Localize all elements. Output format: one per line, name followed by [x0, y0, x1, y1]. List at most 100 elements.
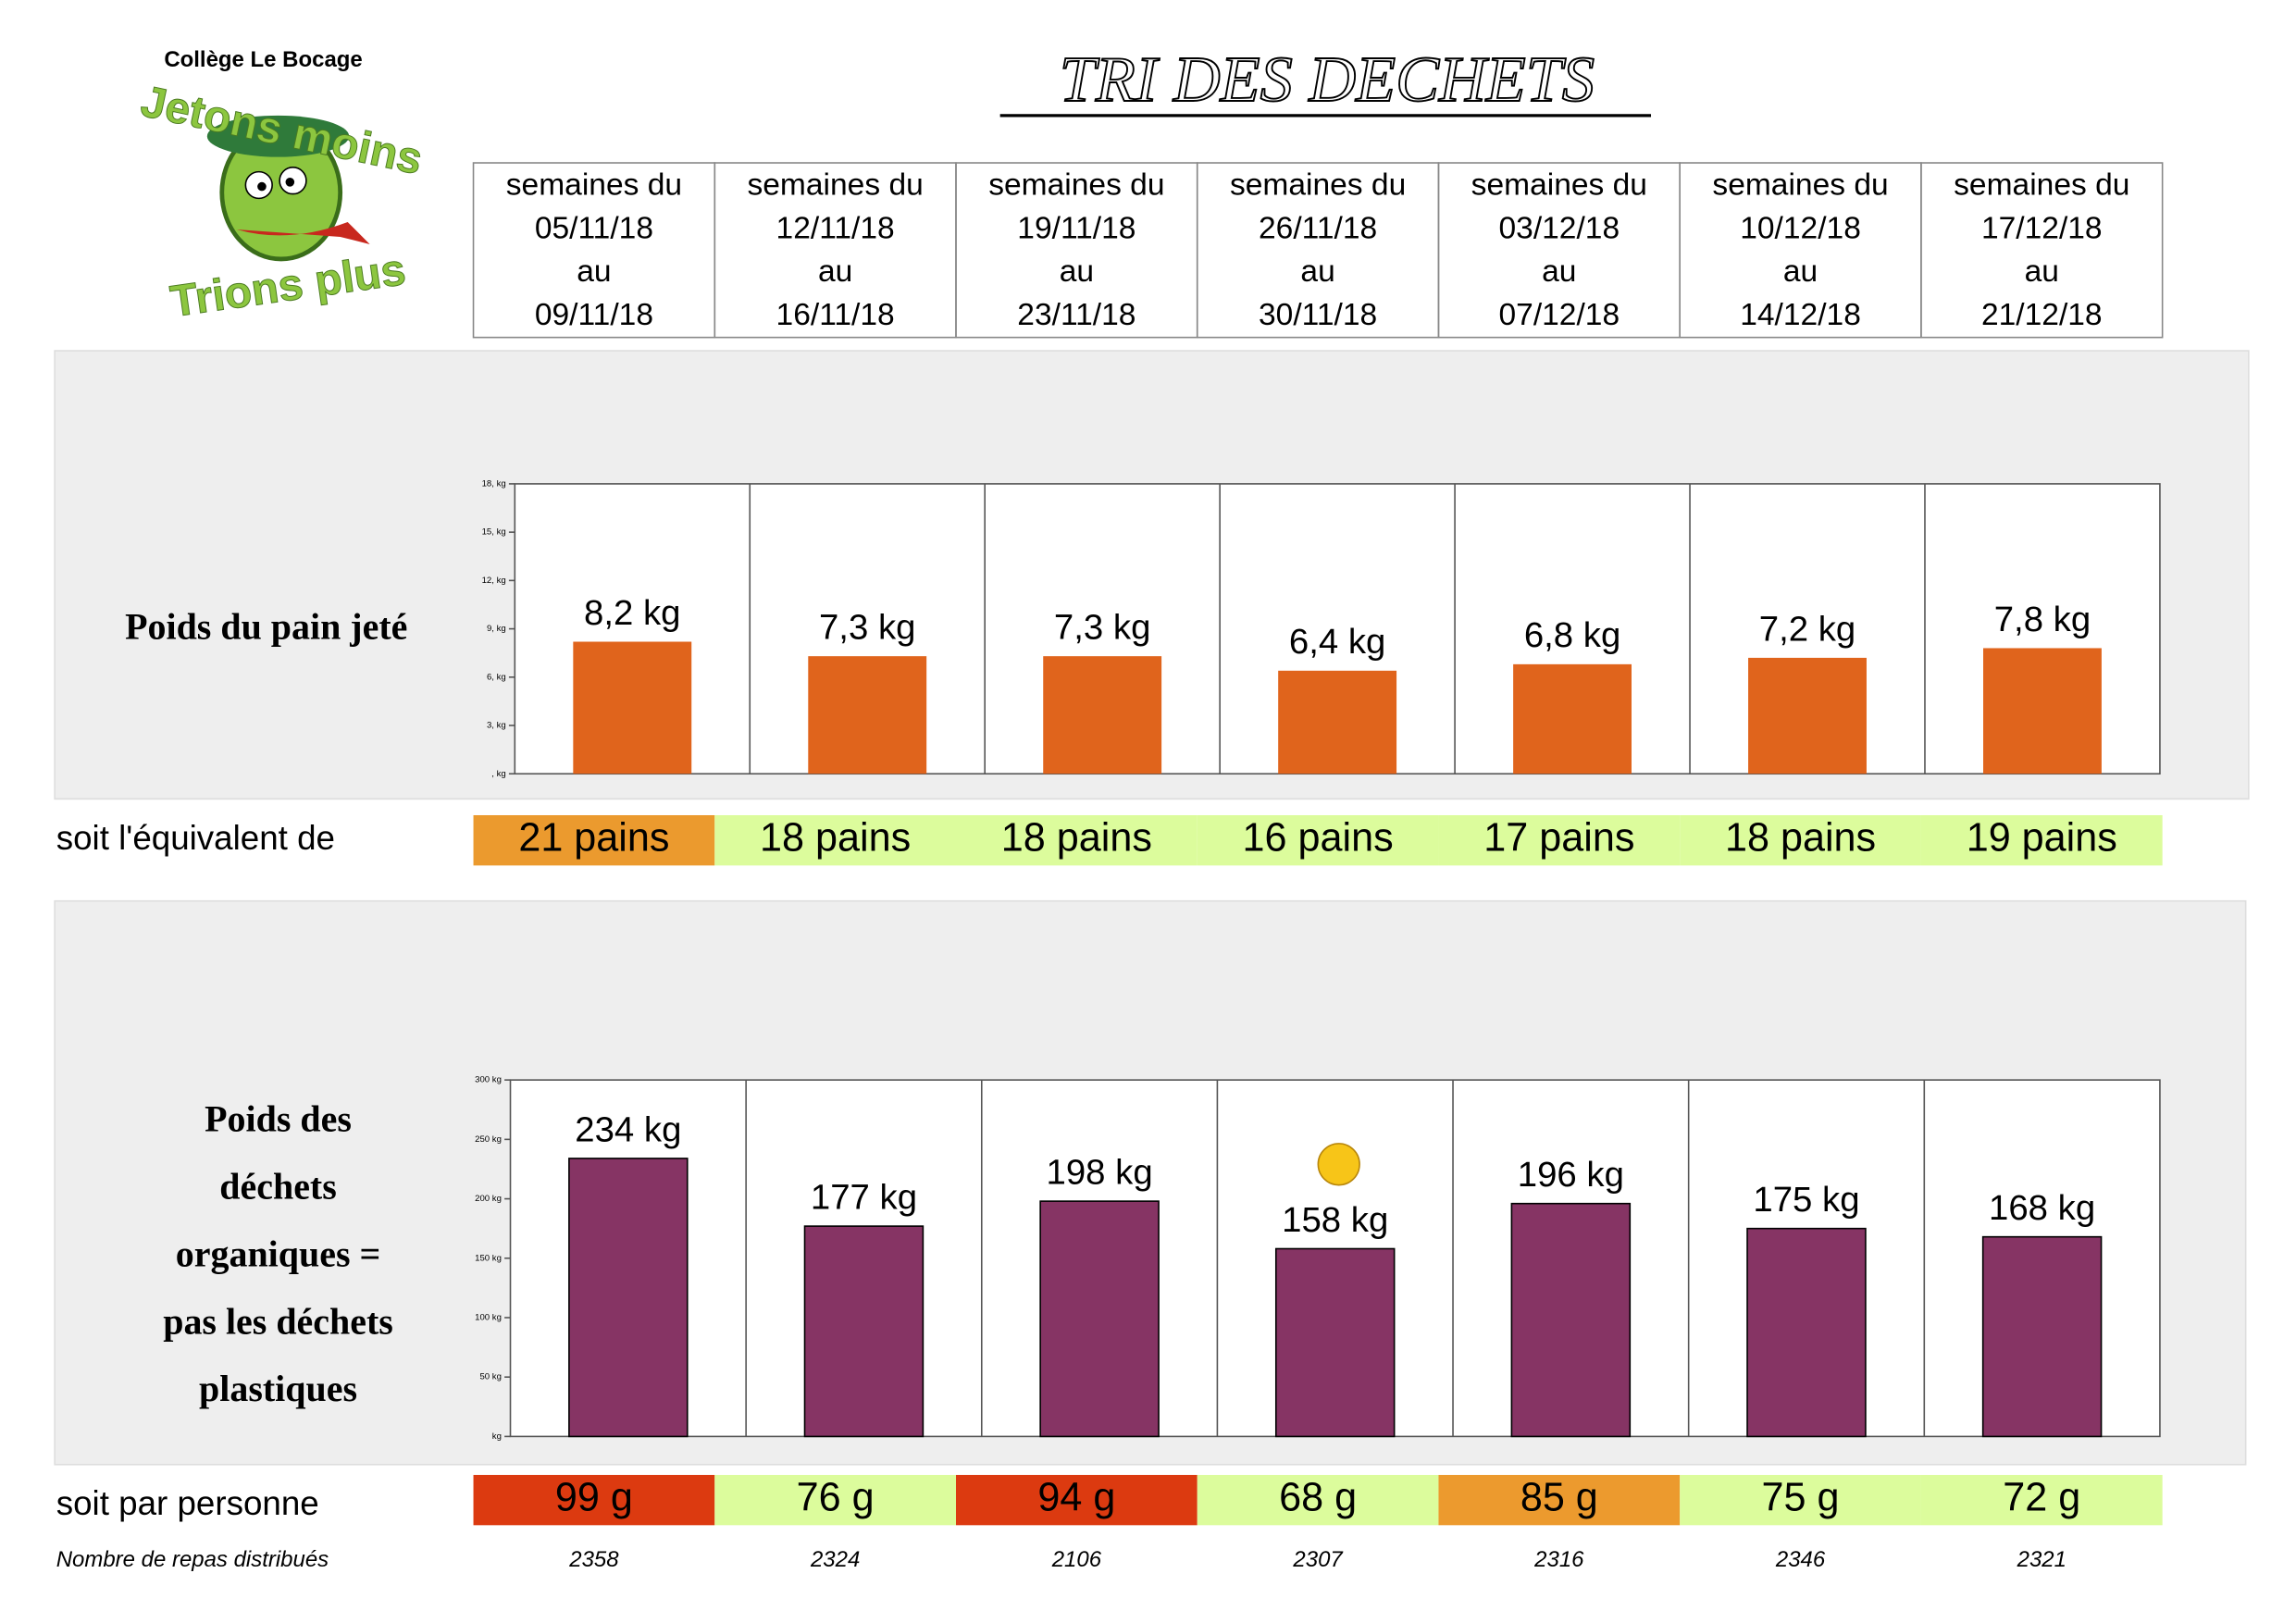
y-tick-label: 3, kg — [487, 721, 506, 731]
row-value: 17 pains — [1483, 816, 1634, 861]
row-value: 85 g — [1520, 1476, 1598, 1520]
bar — [573, 641, 692, 774]
value-label: 7,8 kg — [1994, 600, 2091, 639]
smiley — [1317, 1143, 1360, 1186]
y-tick-label: 12, kg — [482, 576, 506, 586]
bar — [1746, 1227, 1867, 1438]
week-text: semaines du — [1471, 167, 1647, 202]
week-text: 07/12/18 — [1498, 298, 1620, 332]
chart-label: plastiques — [199, 1368, 357, 1409]
bar — [568, 1158, 689, 1438]
row-cell — [1438, 1474, 1681, 1526]
logo: Jetons moins Trions plus — [136, 77, 427, 328]
week-text: 26/11/18 — [1259, 211, 1377, 245]
week-text: semaines du — [747, 167, 923, 202]
row-value: 68 g — [1279, 1476, 1357, 1520]
bar — [1039, 1200, 1160, 1438]
week-text: 10/12/18 — [1740, 211, 1861, 245]
meals-value: 2358 — [568, 1547, 619, 1572]
row-cell — [714, 1474, 957, 1526]
row-value: 99 g — [555, 1476, 633, 1520]
row-value: 18 pains — [760, 816, 911, 861]
row-label: soit par personne — [56, 1484, 319, 1522]
y-tick-label: 50 kg — [479, 1372, 501, 1382]
chart-label: déchets — [219, 1166, 337, 1208]
bar — [1983, 648, 2102, 774]
week-text: semaines du — [1230, 167, 1406, 202]
bar — [1278, 670, 1397, 774]
value-label: 177 kg — [811, 1177, 917, 1217]
week-text: au — [2025, 254, 2059, 289]
bar — [808, 656, 927, 774]
week-text: semaines du — [988, 167, 1164, 202]
week-text: au — [1300, 254, 1334, 289]
bar — [1748, 657, 1867, 774]
row-cell — [1920, 814, 2163, 866]
week-text: semaines du — [1712, 167, 1888, 202]
meals-value: 2346 — [1775, 1547, 1826, 1572]
row-value: 75 g — [1762, 1476, 1840, 1520]
value-label: 168 kg — [1989, 1188, 2095, 1228]
value-label: 6,4 kg — [1289, 622, 1386, 662]
row-cell — [1680, 1474, 1921, 1526]
row-value: 16 pains — [1243, 816, 1394, 861]
week-text: au — [1783, 254, 1818, 289]
row-value: 94 g — [1037, 1476, 1115, 1520]
row-value: 76 g — [797, 1476, 875, 1520]
chart-label: Poids du pain jeté — [125, 605, 407, 647]
row-value: 72 g — [2003, 1476, 2080, 1520]
meals-value: 2106 — [1051, 1547, 1102, 1572]
row-cell — [1680, 814, 1921, 866]
y-tick-label: 100 kg — [475, 1313, 502, 1323]
week-text: 17/12/18 — [1981, 211, 2103, 245]
week-text: semaines du — [1954, 167, 2129, 202]
row-cell — [714, 814, 957, 866]
week-text: 14/12/18 — [1740, 298, 1861, 332]
meals-value: 2321 — [2017, 1547, 2066, 1572]
row-value: 18 pains — [1725, 816, 1876, 861]
week-text: 16/11/18 — [776, 298, 895, 332]
value-label: 8,2 kg — [584, 593, 681, 633]
table-cell — [1920, 162, 2164, 339]
value-label: 7,2 kg — [1759, 609, 1855, 649]
value-label: 198 kg — [1047, 1152, 1153, 1192]
row-label: soit l'équivalent de — [56, 819, 335, 857]
row-cell — [956, 1474, 1198, 1526]
week-text: 03/12/18 — [1498, 211, 1620, 245]
row-cell — [473, 814, 715, 866]
bar — [1513, 663, 1632, 774]
week-text: 30/11/18 — [1259, 298, 1377, 332]
meals-label: Nombre de repas distribués — [56, 1547, 329, 1572]
week-text: au — [1542, 254, 1576, 289]
week-text: au — [1060, 254, 1094, 289]
row-value: 21 pains — [518, 816, 669, 861]
value-label: 196 kg — [1518, 1155, 1624, 1195]
value-label: 234 kg — [575, 1109, 681, 1149]
value-label: 158 kg — [1282, 1200, 1388, 1240]
y-tick-label: 18, kg — [482, 478, 506, 489]
meals-value: 2316 — [1533, 1547, 1584, 1572]
y-tick-label: 250 kg — [475, 1134, 502, 1145]
bar — [1274, 1247, 1396, 1438]
week-text: 23/11/18 — [1017, 298, 1136, 332]
title: TRI DES DECHETS — [1060, 43, 1595, 116]
row-cell — [1920, 1474, 2163, 1526]
week-text: 19/11/18 — [1017, 211, 1136, 245]
y-tick-label: 150 kg — [475, 1253, 502, 1263]
value-label: 6,8 kg — [1524, 615, 1620, 655]
y-tick-label: 6, kg — [487, 672, 506, 682]
chart-label: organiques = — [176, 1233, 380, 1274]
week-text: au — [818, 254, 852, 289]
row-cell — [1197, 1474, 1439, 1526]
value-label: 7,3 kg — [819, 608, 916, 648]
week-text: 09/11/18 — [535, 298, 653, 332]
meals-value: 2307 — [1292, 1547, 1344, 1572]
bar — [803, 1225, 925, 1438]
row-value: 19 pains — [1967, 816, 2117, 861]
y-tick-label: 300 kg — [475, 1075, 502, 1085]
row-cell — [956, 814, 1198, 866]
week-text: au — [577, 254, 611, 289]
week-text: 21/12/18 — [1981, 298, 2103, 332]
